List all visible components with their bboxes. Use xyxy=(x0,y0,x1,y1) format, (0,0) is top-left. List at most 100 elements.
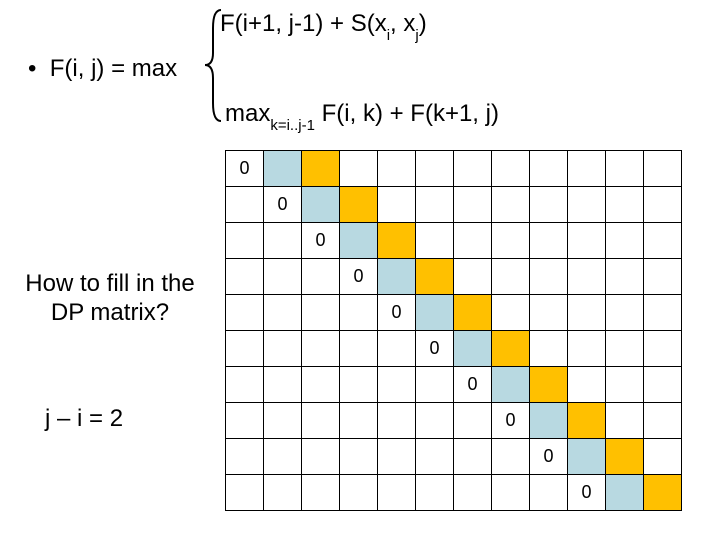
grid-cell xyxy=(454,331,492,367)
grid-cell xyxy=(264,295,302,331)
grid-cell xyxy=(264,439,302,475)
grid-cell xyxy=(416,403,454,439)
grid-cell xyxy=(340,475,378,511)
grid-cell xyxy=(568,331,606,367)
grid-cell xyxy=(302,187,340,223)
formula-top-sub2: j xyxy=(415,27,418,44)
grid-cell xyxy=(530,187,568,223)
grid-cell xyxy=(492,331,530,367)
grid-cell xyxy=(530,151,568,187)
grid-cell xyxy=(302,403,340,439)
grid-cell xyxy=(264,151,302,187)
grid-cell: 0 xyxy=(340,259,378,295)
grid-cell xyxy=(454,259,492,295)
grid-cell xyxy=(416,439,454,475)
formula-bottom-rest: F(i, k) + F(k+1, j) xyxy=(315,100,499,127)
grid-cell xyxy=(302,331,340,367)
grid-cell xyxy=(492,187,530,223)
grid-cell xyxy=(568,367,606,403)
grid-cell: 0 xyxy=(492,403,530,439)
grid-cell xyxy=(378,223,416,259)
grid-cell xyxy=(530,259,568,295)
question-text: How to fill in the DP matrix? xyxy=(5,270,215,328)
grid-cell xyxy=(530,367,568,403)
grid-cell xyxy=(606,331,644,367)
grid-cell xyxy=(340,367,378,403)
formula-top-close: ) xyxy=(419,10,427,37)
grid-cell xyxy=(416,295,454,331)
grid-cell xyxy=(340,403,378,439)
grid-cell xyxy=(530,403,568,439)
grid-cell xyxy=(302,259,340,295)
grid-cell xyxy=(226,223,264,259)
constraint-text: j – i = 2 xyxy=(45,405,123,433)
grid-cell xyxy=(454,475,492,511)
formula-top-mid: , x xyxy=(390,10,415,37)
grid-cell xyxy=(264,475,302,511)
grid-cell xyxy=(340,187,378,223)
grid-cell xyxy=(568,187,606,223)
formula-bottom: maxk=i..j-1 F(i, k) + F(k+1, j) xyxy=(225,100,499,131)
grid-cell xyxy=(302,475,340,511)
grid-cell xyxy=(378,367,416,403)
grid-cell xyxy=(226,187,264,223)
grid-cell xyxy=(644,187,682,223)
grid-cell xyxy=(606,259,644,295)
grid-cell xyxy=(340,331,378,367)
grid-cell xyxy=(302,151,340,187)
grid-cell xyxy=(454,151,492,187)
grid-cell xyxy=(644,151,682,187)
grid-cell xyxy=(264,403,302,439)
grid-cell xyxy=(644,475,682,511)
grid-cell xyxy=(492,295,530,331)
grid-cell: 0 xyxy=(568,475,606,511)
grid-cell xyxy=(226,295,264,331)
grid-cell xyxy=(340,295,378,331)
grid-cell xyxy=(302,295,340,331)
grid-cell xyxy=(264,331,302,367)
grid-cell xyxy=(416,367,454,403)
grid-cell xyxy=(568,259,606,295)
grid-cell xyxy=(340,439,378,475)
grid-cell xyxy=(644,295,682,331)
grid-cell xyxy=(644,367,682,403)
grid-cell xyxy=(492,259,530,295)
grid-cell xyxy=(606,439,644,475)
question-line1: How to fill in the xyxy=(25,270,194,297)
grid-cell xyxy=(454,187,492,223)
grid-cell xyxy=(530,295,568,331)
grid-cell xyxy=(226,367,264,403)
grid-cell xyxy=(264,367,302,403)
grid-cell xyxy=(226,331,264,367)
grid-cell xyxy=(226,439,264,475)
grid-cell xyxy=(606,475,644,511)
grid-cell xyxy=(416,259,454,295)
grid-cell xyxy=(492,367,530,403)
grid-cell: 0 xyxy=(378,295,416,331)
grid-cell: 0 xyxy=(264,187,302,223)
grid-cell xyxy=(492,151,530,187)
grid-cell xyxy=(340,223,378,259)
grid-cell xyxy=(644,259,682,295)
grid-cell: 0 xyxy=(530,439,568,475)
formula-left: • F(i, j) = max xyxy=(28,55,177,83)
grid-cell xyxy=(568,151,606,187)
question-line2: DP matrix? xyxy=(51,299,169,326)
grid-cell xyxy=(226,259,264,295)
grid-cell xyxy=(606,187,644,223)
grid-cell: 0 xyxy=(302,223,340,259)
grid-cell xyxy=(644,223,682,259)
grid-cell xyxy=(226,475,264,511)
grid-cell xyxy=(226,403,264,439)
grid-cell xyxy=(416,223,454,259)
grid-cell xyxy=(606,223,644,259)
grid-cell xyxy=(264,223,302,259)
formula-top-sub1: i xyxy=(387,27,390,44)
grid-cell xyxy=(378,475,416,511)
grid-cell xyxy=(378,403,416,439)
grid-cell: 0 xyxy=(454,367,492,403)
grid-cell xyxy=(492,223,530,259)
grid-cell xyxy=(454,223,492,259)
grid-cell xyxy=(378,187,416,223)
grid-cell xyxy=(454,295,492,331)
